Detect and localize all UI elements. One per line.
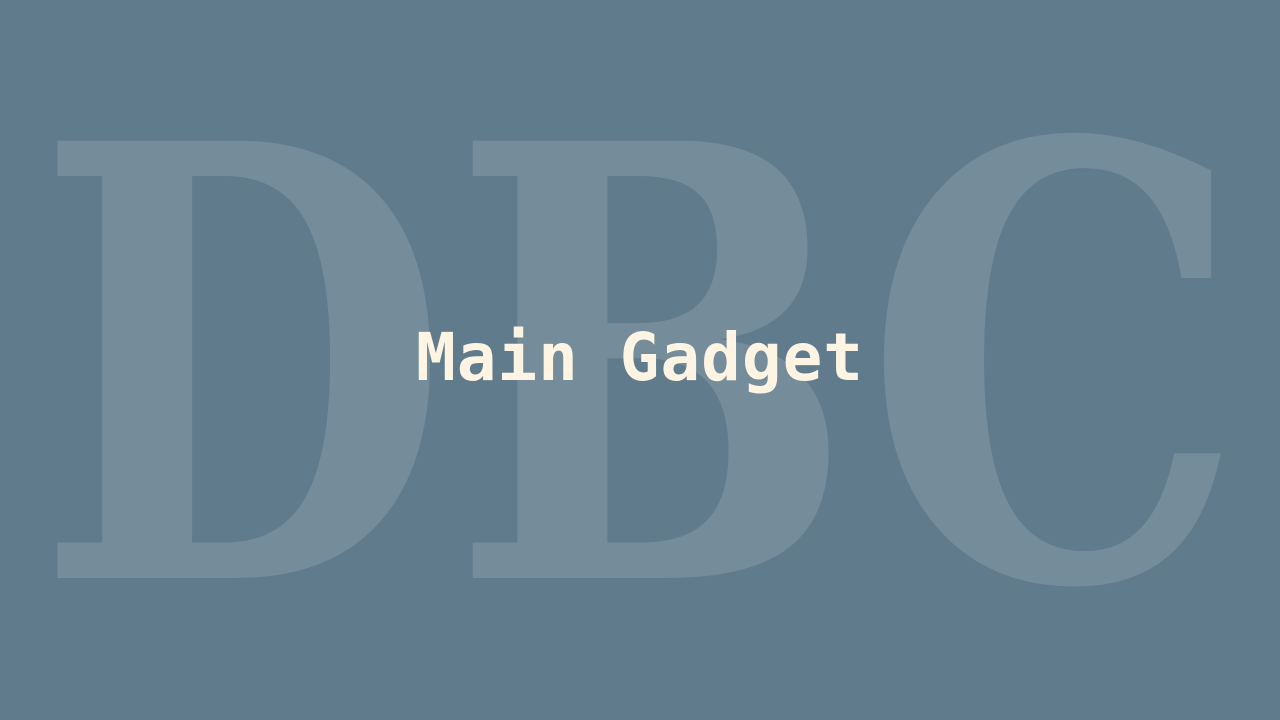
- watermark-letters: DBC: [35, 15, 1245, 720]
- slide-title: Main Gadget: [415, 319, 865, 396]
